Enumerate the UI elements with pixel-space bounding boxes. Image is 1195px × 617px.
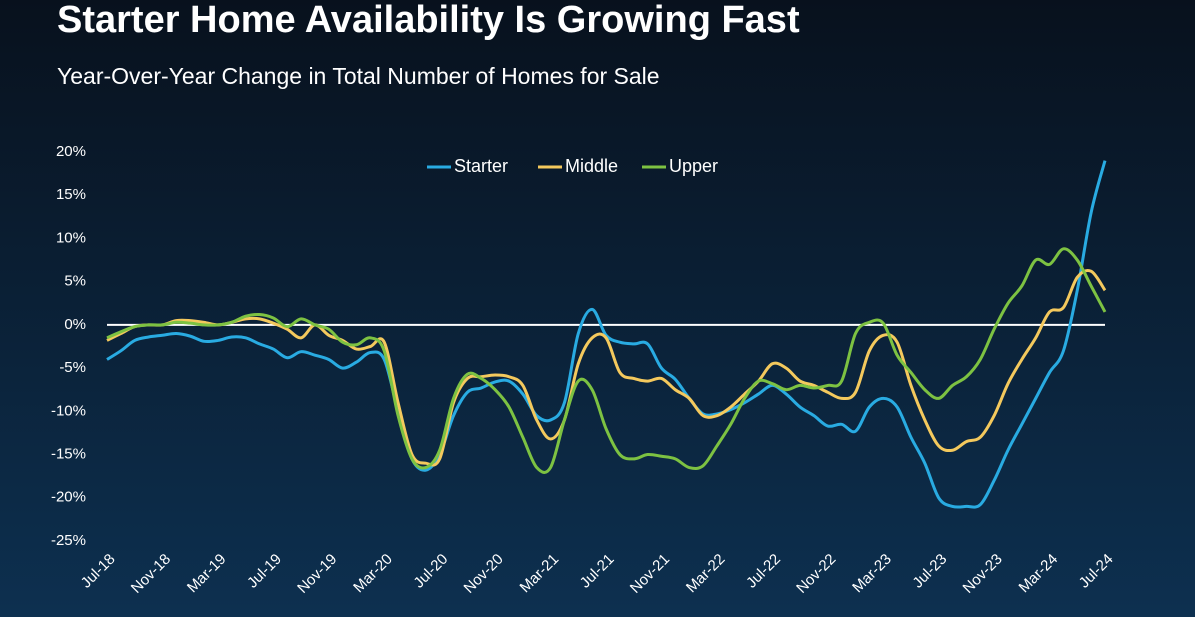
legend-label: Upper	[669, 156, 718, 176]
y-tick-label: 10%	[56, 229, 86, 246]
chart-subtitle: Year-Over-Year Change in Total Number of…	[57, 63, 660, 89]
legend-label: Middle	[565, 156, 618, 176]
y-tick-label: 0%	[64, 316, 86, 333]
legend-label: Starter	[454, 156, 508, 176]
y-tick-label: -20%	[51, 489, 86, 506]
line-series	[106, 247, 1107, 474]
y-tick-label: 15%	[56, 186, 86, 203]
y-tick-label: -10%	[51, 402, 86, 419]
y-tick-label: 20%	[56, 143, 86, 160]
chart-title: Starter Home Availability Is Growing Fas…	[57, 0, 800, 41]
y-tick-label: -15%	[51, 446, 86, 463]
y-tick-label: 5%	[64, 273, 86, 290]
y-tick-label: -5%	[59, 359, 86, 376]
y-tick-label: -25%	[51, 532, 86, 549]
line-series	[106, 160, 1107, 509]
line-series	[106, 268, 1107, 467]
